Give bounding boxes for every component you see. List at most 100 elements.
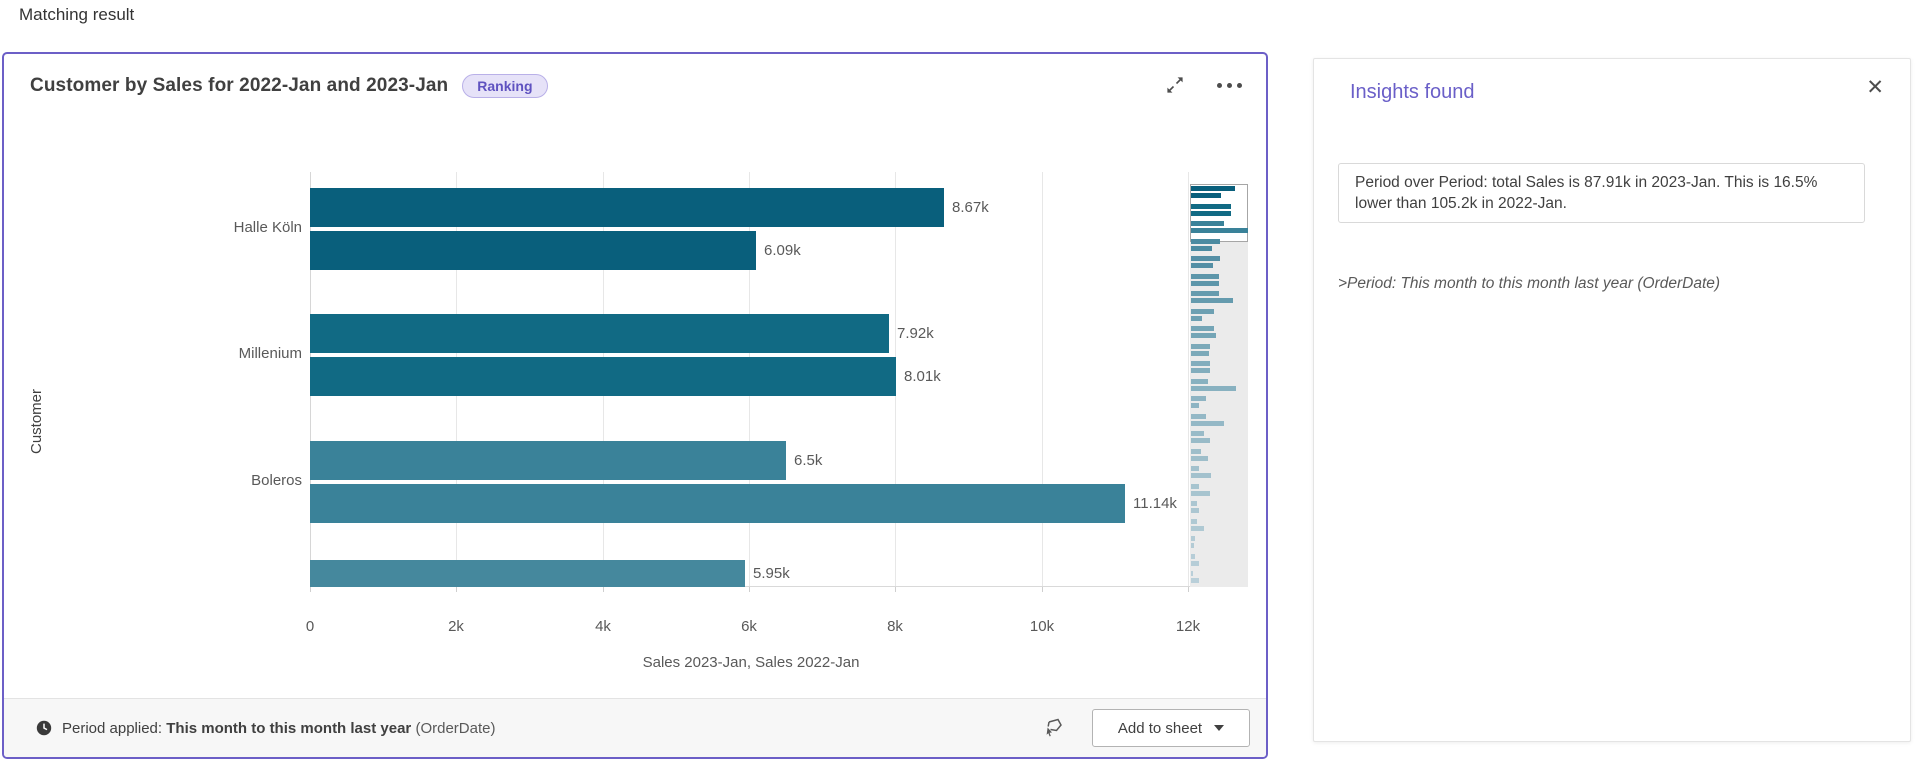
minimap-bar xyxy=(1191,326,1214,331)
clock-icon xyxy=(36,720,52,736)
minimap-bar xyxy=(1191,483,1199,489)
minimap-bar xyxy=(1191,333,1216,338)
minimap-bar xyxy=(1191,543,1194,548)
period-applied-field: (OrderDate) xyxy=(415,719,496,737)
minimap-bar xyxy=(1191,315,1202,321)
chart-card-footer: Period applied: This month to this month… xyxy=(4,698,1266,757)
minimap-bar xyxy=(1191,350,1209,356)
minimap-bar xyxy=(1191,256,1220,261)
add-to-sheet-button[interactable]: Add to sheet xyxy=(1092,709,1250,747)
lasso-icon-glyph xyxy=(1046,718,1062,736)
axis-tick-mark xyxy=(310,587,311,592)
minimap-bar xyxy=(1191,420,1224,426)
axis-tick-mark xyxy=(603,587,604,592)
axis-tick-mark xyxy=(749,587,750,592)
close-icon[interactable]: ✕ xyxy=(1866,76,1884,99)
minimap-bar xyxy=(1191,578,1199,583)
minimap-bar xyxy=(1191,385,1236,391)
more-options-icon[interactable] xyxy=(1214,72,1244,98)
x-tick-label: 0 xyxy=(305,618,315,635)
minimap-bar xyxy=(1191,361,1210,366)
gridline xyxy=(1042,172,1043,586)
bar-value-label: 6.5k xyxy=(794,451,823,469)
bar-chart-plot-area[interactable]: 8.67k 6.09k 7.92k 8.01k 6.5k 11.14k 5.95k xyxy=(310,172,1192,592)
insights-panel-title: Insights found xyxy=(1350,81,1475,103)
bar[interactable] xyxy=(310,188,944,227)
minimap-bar xyxy=(1191,280,1219,286)
x-tick-label: 12k xyxy=(1175,618,1201,635)
y-axis-title: Customer xyxy=(28,388,45,454)
ranking-badge: Ranking xyxy=(462,74,548,98)
x-tick-label: 6k xyxy=(741,618,757,635)
chart-scrollbar-minimap[interactable] xyxy=(1190,184,1248,587)
x-tick-label: 4k xyxy=(595,618,611,635)
minimap-bar xyxy=(1191,238,1220,244)
bar-value-label: 7.92k xyxy=(897,324,934,342)
dot xyxy=(1216,82,1222,88)
period-applied-value: This month to this month last year xyxy=(166,719,412,737)
minimap-bar xyxy=(1191,553,1195,559)
bar[interactable] xyxy=(310,560,745,587)
x-tick-label: 2k xyxy=(448,618,464,635)
bar[interactable] xyxy=(310,314,889,353)
minimap-bar xyxy=(1191,298,1233,303)
minimap-bar xyxy=(1191,501,1197,506)
minimap-bar xyxy=(1191,571,1193,576)
minimap-bar xyxy=(1191,455,1208,461)
minimap-bar xyxy=(1191,193,1221,198)
minimap-bar xyxy=(1191,203,1231,209)
minimap-bar xyxy=(1191,210,1231,216)
category-label[interactable]: Halle Köln xyxy=(233,219,302,236)
category-label[interactable]: Boleros xyxy=(251,472,302,489)
x-axis-title: Sales 2023-Jan, Sales 2022-Jan xyxy=(642,654,860,671)
minimap-bar xyxy=(1191,368,1210,373)
bar-value-label: 5.95k xyxy=(753,564,790,582)
minimap-bar xyxy=(1191,560,1199,566)
minimap-bar xyxy=(1191,525,1204,531)
minimap-bar xyxy=(1191,473,1211,478)
bar[interactable] xyxy=(310,441,786,480)
minimap-bar xyxy=(1191,291,1219,296)
minimap-bar xyxy=(1191,466,1199,471)
bar-value-label: 6.09k xyxy=(764,241,801,259)
x-tick-label: 10k xyxy=(1029,618,1055,635)
page-title: Matching result xyxy=(19,5,135,24)
minimap-bar xyxy=(1191,536,1195,541)
expand-icon-glyph xyxy=(1167,77,1183,93)
add-to-sheet-label: Add to sheet xyxy=(1117,719,1203,737)
lasso-selection-icon[interactable] xyxy=(1040,714,1066,743)
chart-title: Customer by Sales for 2022-Jan and 2023-… xyxy=(30,75,449,96)
bar[interactable] xyxy=(310,231,756,270)
minimap-bar xyxy=(1191,431,1204,436)
bar[interactable] xyxy=(310,484,1125,523)
minimap-bar xyxy=(1191,508,1199,513)
minimap-bar xyxy=(1191,518,1197,524)
minimap-bar xyxy=(1191,378,1208,384)
x-tick-label: 8k xyxy=(887,618,903,635)
bar[interactable] xyxy=(310,357,896,396)
category-label[interactable]: Millenium xyxy=(238,345,302,362)
minimap-bar xyxy=(1191,186,1235,191)
insights-found-panel: Insights found ✕ Period over Period: tot… xyxy=(1313,58,1911,742)
minimap-bar xyxy=(1191,228,1248,233)
insight-chart-card: Customer by Sales for 2022-Jan and 2023-… xyxy=(2,52,1268,759)
period-applied-text: Period applied: This month to this month… xyxy=(62,720,495,737)
footer-actions: Add to sheet xyxy=(1040,709,1250,747)
expand-icon[interactable] xyxy=(1160,72,1190,98)
minimap-bar xyxy=(1191,490,1210,496)
minimap-bar xyxy=(1191,221,1224,226)
axis-tick-mark xyxy=(456,587,457,592)
bar-value-label: 8.67k xyxy=(952,198,989,216)
minimap-bar xyxy=(1191,396,1206,401)
insight-message: Period over Period: total Sales is 87.91… xyxy=(1338,163,1865,223)
axis-tick-mark xyxy=(895,587,896,592)
minimap-bar xyxy=(1191,448,1201,454)
minimap-bar xyxy=(1191,343,1210,349)
bar-value-label: 11.14k xyxy=(1133,494,1177,512)
period-applied-label: Period applied: xyxy=(62,719,163,737)
minimap-bar xyxy=(1191,308,1214,314)
minimap-bar xyxy=(1191,403,1199,408)
bar-value-label: 8.01k xyxy=(904,367,941,385)
minimap-bar xyxy=(1191,245,1212,251)
chart-card-header: Customer by Sales for 2022-Jan and 2023-… xyxy=(30,74,548,98)
